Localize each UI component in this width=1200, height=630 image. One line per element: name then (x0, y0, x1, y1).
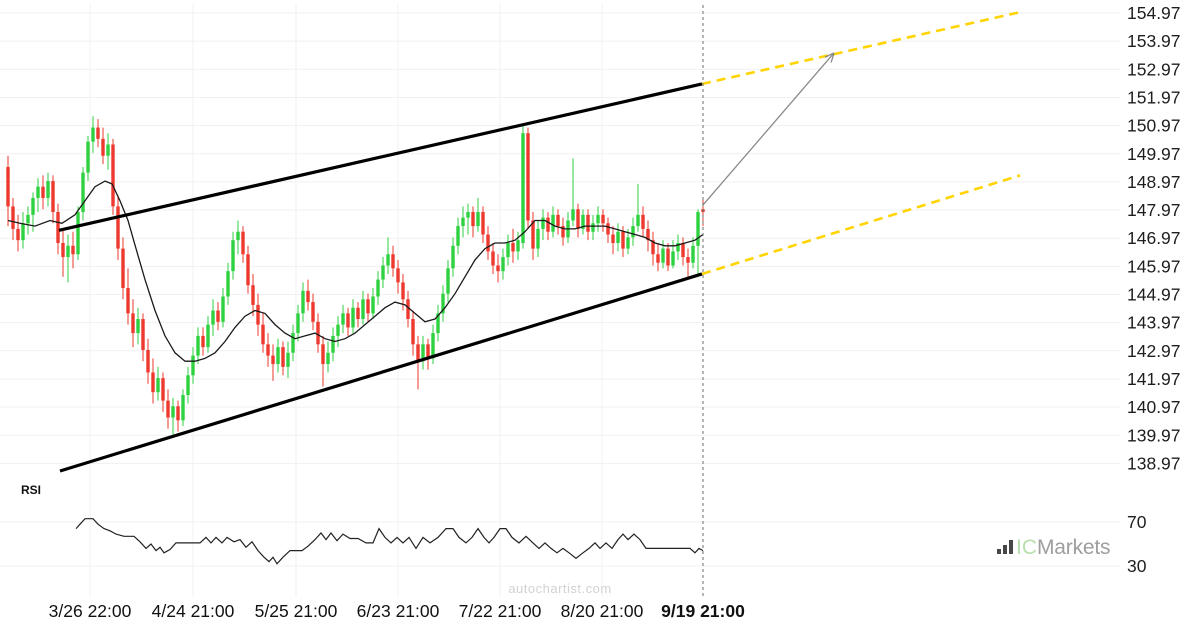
bar-chart-icon (997, 536, 1016, 559)
rsi-level-label: 30 (1127, 556, 1147, 576)
y-axis-label: 150.97 (1127, 116, 1181, 136)
y-axis-label: 147.97 (1127, 200, 1181, 220)
rsi-panel-label: RSI (21, 483, 42, 497)
forecast-lower-line (701, 174, 1021, 276)
x-axis-label: 9/19 21:00 (661, 601, 745, 621)
icmarkets-logo: ICMarkets (997, 536, 1110, 560)
x-axis-label: 7/22 21:00 (459, 601, 542, 621)
y-axis-label: 142.97 (1127, 341, 1181, 361)
rsi-level-labels: 70 30 (1127, 512, 1147, 576)
logo-text-markets: Markets (1037, 536, 1111, 559)
y-axis-label: 141.97 (1127, 369, 1181, 389)
y-axis-label: 149.97 (1127, 144, 1181, 164)
x-axis-label: 3/26 22:00 (49, 601, 132, 621)
y-axis-label: 151.97 (1127, 87, 1181, 107)
y-axis-label: 140.97 (1127, 397, 1181, 417)
logo-text-ic: IC (1016, 536, 1037, 559)
y-axis-label: 148.97 (1127, 172, 1181, 192)
y-axis-label: 153.97 (1127, 31, 1181, 51)
forecast-arrow (702, 52, 835, 206)
y-axis-label: 138.97 (1127, 453, 1181, 473)
x-axis-labels: 3/26 22:00 4/24 21:00 5/25 21:00 6/23 21:00… (49, 601, 745, 621)
y-axis-label: 152.97 (1127, 59, 1181, 79)
candle-layer (6, 116, 705, 435)
x-axis-label: 8/20 21:00 (561, 601, 644, 621)
ma-line (7, 180, 704, 362)
upper-trendline (58, 82, 703, 232)
y-axis-label: 144.97 (1127, 285, 1181, 305)
grid-layer (0, 4, 1120, 597)
y-axis-label: 154.97 (1127, 3, 1181, 23)
y-axis-label: 145.97 (1127, 256, 1181, 276)
x-axis-label: 5/25 21:00 (255, 601, 338, 621)
y-axis-label: 146.97 (1127, 228, 1181, 248)
rsi-level-label: 70 (1127, 512, 1147, 532)
x-axis-label: 4/24 21:00 (152, 601, 235, 621)
autochartist-watermark: autochartist.com (508, 581, 612, 596)
lower-trendline (59, 272, 703, 473)
forecast-upper-line (701, 10, 1021, 86)
y-axis-labels: 154.97 153.97 152.97 151.97 150.97 149.97 148.… (1127, 3, 1181, 473)
rsi-line (75, 518, 704, 565)
x-axis-label: 6/23 21:00 (357, 601, 440, 621)
y-axis-label: 139.97 (1127, 425, 1181, 445)
y-axis-label: 143.97 (1127, 313, 1181, 333)
